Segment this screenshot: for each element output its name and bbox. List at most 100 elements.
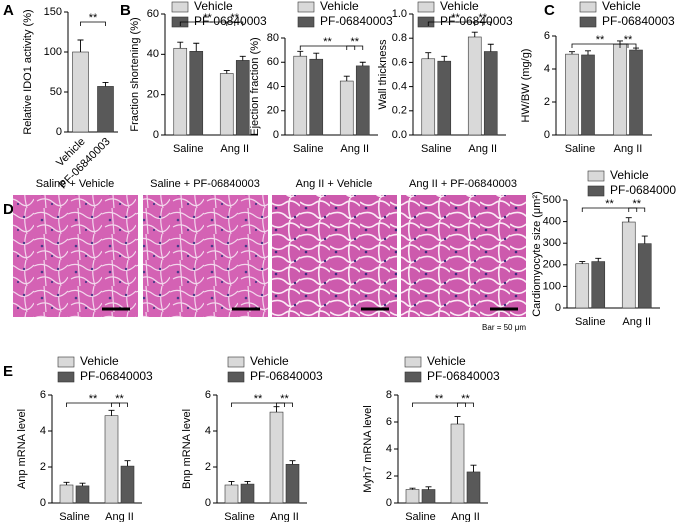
significance-bracket: [457, 402, 474, 407]
panel-label: B: [120, 2, 131, 19]
error-bar: [359, 61, 366, 66]
y-tick-label: 4: [544, 63, 550, 75]
significance-label: **: [451, 12, 460, 24]
y-tick-label: 1.0: [392, 8, 407, 20]
micrograph: [272, 195, 397, 317]
legend-label: Vehicle: [610, 168, 649, 182]
y-tick-label: 20: [147, 89, 159, 101]
legend-label: Vehicle: [440, 0, 479, 13]
y-tick-label: 6: [386, 416, 392, 428]
y-tick-label: 6: [544, 30, 550, 42]
legend-label: Vehicle: [427, 354, 466, 368]
panel-label: A: [3, 2, 14, 19]
y-tick-label: 0.6: [392, 56, 407, 68]
bar: [224, 484, 239, 504]
significance-bracket: [581, 207, 638, 212]
significance-bracket: [619, 43, 637, 48]
x-tick-label: Saline: [293, 143, 324, 155]
error-bar: [273, 406, 280, 413]
legend-label: PF-06840003: [194, 14, 267, 28]
legend-swatch: [297, 16, 315, 28]
y-tick-label: 40: [267, 80, 279, 92]
legend-swatch: [417, 1, 435, 13]
y-tick-label: 0.2: [392, 105, 407, 117]
error-bar: [79, 482, 86, 486]
legend-label: PF-06840003: [250, 369, 323, 383]
y-tick-label: 6: [40, 389, 46, 401]
significance-bracket: [179, 21, 236, 26]
x-tick-label: Ang II: [220, 143, 249, 155]
significance-label: **: [280, 393, 289, 405]
error-bar: [454, 416, 461, 425]
bar: [421, 58, 436, 136]
y-tick-label: 0: [153, 129, 159, 141]
significance-bracket: [474, 21, 492, 26]
significance-label: **: [632, 198, 641, 210]
significance-label: **: [254, 393, 263, 405]
error-bar: [297, 50, 304, 57]
bar: [219, 73, 234, 136]
bar: [293, 55, 308, 136]
bar: [355, 65, 370, 136]
x-tick-label: Saline: [224, 511, 255, 522]
error-bar: [193, 42, 200, 52]
significance-label: **: [89, 393, 98, 405]
error-bar: [595, 257, 602, 262]
bar: [405, 489, 420, 504]
error-bar: [409, 487, 416, 490]
bar: [235, 60, 250, 136]
panel-label: E: [3, 363, 13, 380]
micrograph-title: Ang II + PF-06840003: [409, 178, 517, 190]
significance-bracket: [231, 402, 285, 407]
legend-swatch: [297, 1, 315, 13]
x-tick-label: Ang II: [614, 143, 643, 155]
bar: [575, 263, 590, 309]
legend-label: PF-06840003: [602, 14, 675, 28]
significance-label: **: [461, 393, 470, 405]
y-tick-label: 4: [205, 425, 211, 437]
bar: [173, 47, 188, 136]
bar: [581, 54, 595, 136]
legend-label: Vehicle: [250, 354, 289, 368]
error-bar: [223, 70, 230, 74]
bar: [467, 36, 482, 136]
significance-label: **: [89, 12, 98, 24]
x-tick-label: Saline: [59, 511, 90, 522]
y-tick-label: 8: [386, 389, 392, 401]
x-tick-label: Saline: [405, 511, 436, 522]
bar: [72, 51, 89, 133]
legend-swatch: [171, 1, 189, 13]
scale-bar-label: Bar = 50 μm: [482, 323, 526, 332]
y-tick-label: 0: [555, 302, 561, 314]
significance-bracket: [276, 402, 293, 407]
micrograph: [143, 195, 268, 317]
error-bar: [244, 480, 251, 485]
significance-bracket: [412, 402, 466, 407]
bar: [565, 53, 579, 136]
bar: [437, 60, 452, 136]
bar: [269, 411, 284, 504]
error-bar: [633, 47, 639, 51]
x-tick-label: Ang II: [451, 511, 480, 522]
x-tick-label: Ang II: [270, 511, 299, 522]
significance-bracket: [226, 21, 244, 26]
bar: [339, 80, 354, 136]
y-tick-label: 400: [543, 216, 561, 228]
significance-bracket: [427, 21, 484, 26]
bar: [629, 49, 643, 136]
legend-label: Vehicle: [602, 0, 641, 13]
significance-label: **: [323, 36, 332, 48]
significance-bracket: [346, 45, 364, 50]
y-tick-label: 2: [386, 470, 392, 482]
bar: [97, 86, 114, 133]
y-tick-label: 200: [543, 259, 561, 271]
micrograph-title: Saline + Vehicle: [36, 178, 115, 190]
significance-bracket: [628, 207, 646, 212]
bar: [613, 43, 627, 136]
error-bar: [425, 486, 432, 490]
y-tick-label: 0: [205, 497, 211, 509]
bar: [637, 243, 652, 309]
legend-swatch: [587, 170, 605, 182]
y-tick-label: 0.4: [392, 81, 407, 93]
error-bar: [471, 31, 478, 37]
